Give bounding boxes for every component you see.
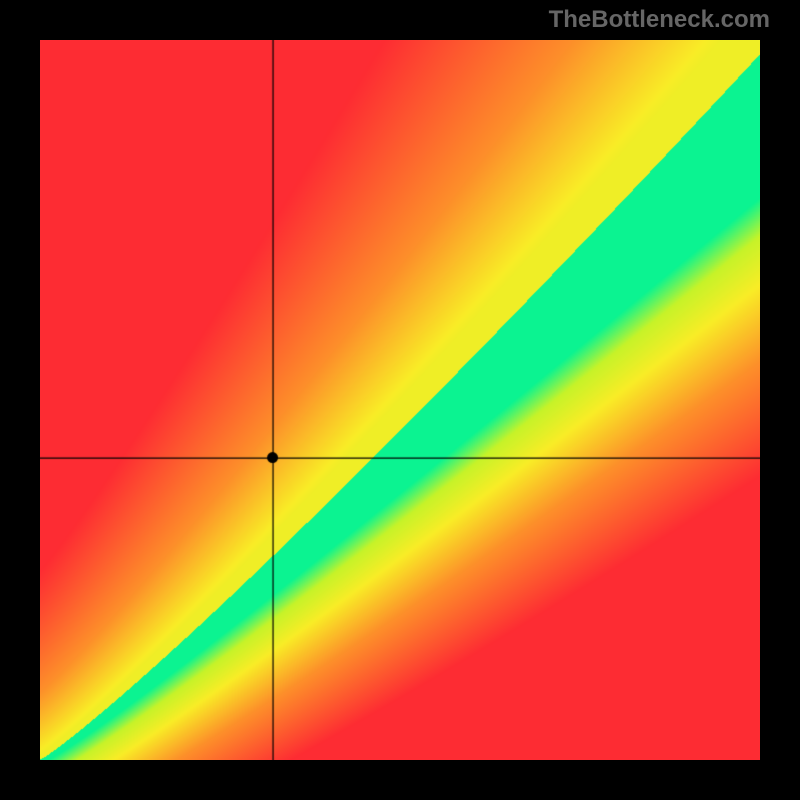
bottleneck-heatmap xyxy=(40,40,760,760)
attribution-text: TheBottleneck.com xyxy=(549,6,770,34)
chart-container: TheBottleneck.com xyxy=(0,0,800,800)
